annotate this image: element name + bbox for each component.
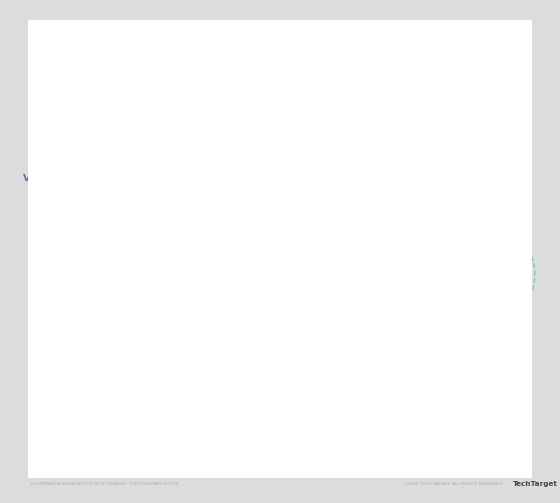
Text: Can the SD-WAN node
communicate with the
controller and download
configuration?: Can the SD-WAN node communicate with the… bbox=[35, 198, 128, 241]
Text: SD-WAN troubleshooting: SD-WAN troubleshooting bbox=[130, 53, 430, 73]
Text: TechTarget: TechTarget bbox=[512, 481, 557, 487]
Text: STEP 2: STEP 2 bbox=[164, 360, 189, 366]
Circle shape bbox=[234, 233, 326, 315]
Text: Are the interfaces
communicating with the
desired devices and
the SD-WAN control: Are the interfaces communicating with th… bbox=[130, 388, 223, 431]
Text: Are packets following
the best path between
devices?: Are packets following the best path betw… bbox=[438, 198, 525, 230]
Polygon shape bbox=[162, 284, 172, 293]
Text: Check basic interface
functionality: Check basic interface functionality bbox=[119, 364, 234, 384]
Text: STEP 3: STEP 3 bbox=[268, 162, 292, 169]
Text: Are the links used by
the SD-WAN platform
reachable and
functioning properly?: Are the links used by the SD-WAN platfor… bbox=[343, 388, 424, 431]
Text: Verify forwarding
policy: Verify forwarding policy bbox=[435, 169, 529, 189]
Text: STEP 4: STEP 4 bbox=[371, 360, 396, 366]
Circle shape bbox=[35, 233, 127, 315]
Text: Your path to efficient: Your path to efficient bbox=[151, 33, 409, 53]
Text: ©2020 TECH TARGET. ALL RIGHTS RESERVED.: ©2020 TECH TARGET. ALL RIGHTS RESERVED. bbox=[403, 482, 503, 486]
Text: ILLUSTRATION FROM ISTOCK/GETTY IMAGES; THETELEGRAPH STOCK: ILLUSTRATION FROM ISTOCK/GETTY IMAGES; T… bbox=[31, 482, 179, 486]
Text: STEP 5: STEP 5 bbox=[469, 162, 494, 169]
Circle shape bbox=[130, 233, 222, 315]
Text: Verify basic functions: Verify basic functions bbox=[24, 175, 139, 184]
Text: Is the VPN working
correctly?: Is the VPN working correctly? bbox=[244, 198, 316, 218]
Text: Check the routing
architecture: Check the routing architecture bbox=[336, 364, 431, 384]
Circle shape bbox=[338, 233, 430, 315]
Text: STEP 1: STEP 1 bbox=[69, 162, 94, 169]
Text: Follow these basic steps to troubleshoot issues that arise with SD-WAN operation: Follow these basic steps to troubleshoot… bbox=[106, 76, 454, 85]
Circle shape bbox=[436, 233, 528, 315]
Text: Validate VPN functions: Validate VPN functions bbox=[218, 175, 342, 184]
